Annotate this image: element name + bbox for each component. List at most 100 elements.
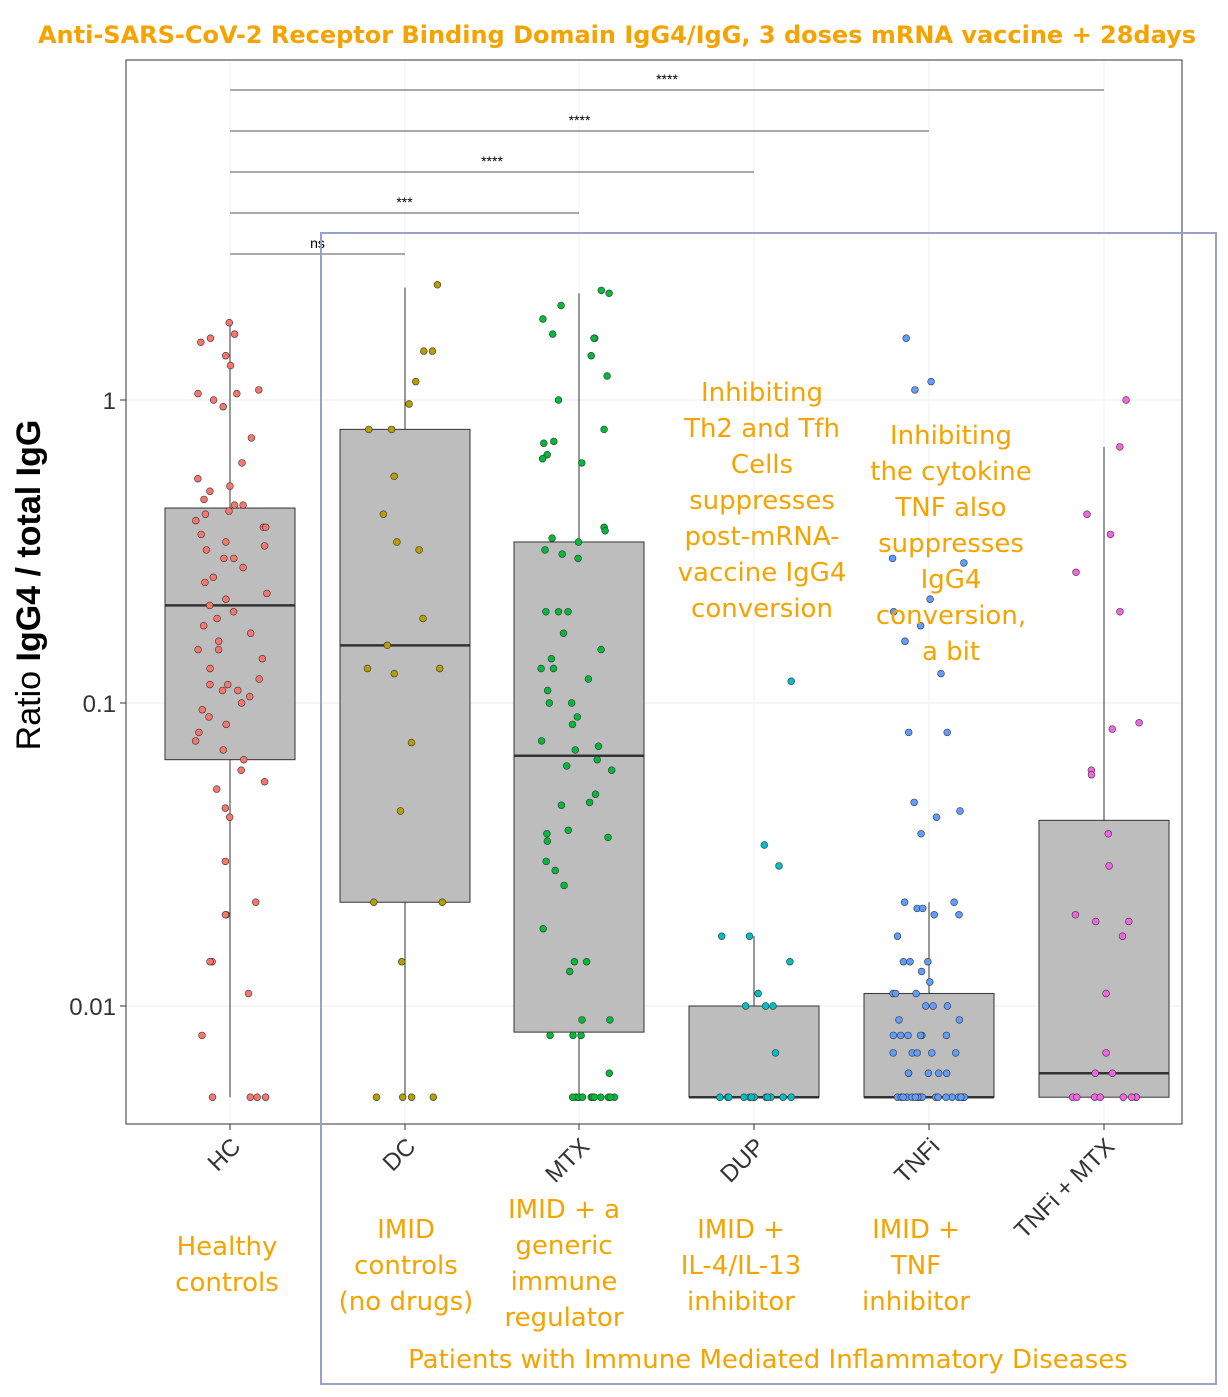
data-point [606,1093,615,1101]
data-point [559,629,568,637]
annotation-tnfi-effect-line: TNF also [894,493,1006,523]
x-tick-label: DUP [715,1133,770,1188]
data-point [1105,862,1113,870]
data-point [597,1093,605,1101]
data-point [741,1002,750,1010]
data-point [197,338,205,346]
data-point [221,857,230,866]
data-point [412,377,420,386]
data-point [365,425,373,434]
data-point [545,699,553,707]
data-point [899,1093,907,1101]
data-point [605,1069,613,1077]
data-point [218,686,227,695]
data-point [438,898,446,906]
data-point [255,386,263,394]
data-point [891,989,900,998]
data-point [222,595,230,603]
data-point [934,1069,943,1077]
data-point [578,1093,587,1101]
annotation-dup-line: IMID + [697,1215,785,1245]
data-point [960,559,968,567]
data-point [209,573,218,581]
data-point [950,898,958,906]
data-point [253,1093,261,1101]
data-point [239,501,247,509]
data-point [911,386,919,394]
data-point [226,482,234,490]
data-point [926,595,934,603]
data-point [221,911,230,919]
data-point [1083,510,1091,518]
chart-title: Anti-SARS-CoV-2 Receptor Binding Domain … [38,21,1196,49]
annotation-dup-effect-line: post-mRNA- [685,522,840,552]
y-axis-label-bold: IgG4 / total IgG [10,420,48,662]
data-point [230,501,239,509]
data-point [550,437,558,446]
annotation-dup: IMID + IL-4/IL-13 inhibitor [681,1215,802,1317]
data-point [775,862,783,870]
data-point [542,608,550,616]
data-point [226,361,235,370]
data-point [902,334,910,342]
data-point [1102,1049,1110,1057]
data-point [537,664,545,673]
data-point [1118,932,1127,940]
data-point [585,798,594,807]
data-point [943,728,951,737]
y-axis: 0.01 0.1 1 [69,388,126,1021]
data-point [206,334,215,342]
data-point [557,301,565,310]
data-point [889,608,898,616]
data-point [779,1093,787,1101]
data-point [937,669,945,678]
annotation-tnfi-effect: Inhibiting the cytokine TNF also suppresses… [870,421,1031,667]
data-point [912,989,920,998]
data-point [237,699,246,707]
data-point [206,601,214,610]
data-point [240,755,248,764]
significance-brackets: ns*************** [230,71,1104,255]
annotation-tnfi-effect-line: IgG4 [921,565,982,595]
data-point [901,637,909,645]
data-point [407,1093,416,1101]
data-point [387,425,396,434]
data-point [543,451,551,459]
annotation-dc-line: controls [354,1251,458,1281]
data-point [222,720,230,729]
data-point [229,608,238,616]
data-point [597,645,605,654]
data-point [895,1016,903,1024]
data-point [916,621,925,630]
points [191,281,1143,1101]
imid-group-frame [320,232,1217,1385]
annotation-dup-effect-line: conversion [691,594,833,624]
box-dup [688,1005,820,1098]
data-point [1127,1093,1136,1101]
data-point [1135,719,1143,727]
data-point [436,664,444,673]
boxes [164,287,1170,1099]
data-point [597,286,605,295]
x-axis: HC DC MTX DUP TNFi TNFi + MTX [203,1124,1120,1244]
data-point [787,1093,795,1101]
data-point [209,396,218,404]
data-point [543,686,552,695]
data-point [957,1093,965,1101]
data-point [578,459,586,467]
annotation-tnfi-effect-line: the cytokine [870,457,1031,487]
data-point [564,608,572,616]
box-tnfi [863,992,995,1098]
data-point [606,1016,614,1024]
data-point [574,554,582,563]
data-point [584,675,593,683]
data-point [247,434,256,442]
data-point [205,713,213,721]
data-point [786,957,794,966]
data-point [574,538,583,546]
data-point [929,1002,937,1010]
data-point [942,1093,950,1101]
data-point [420,347,428,355]
